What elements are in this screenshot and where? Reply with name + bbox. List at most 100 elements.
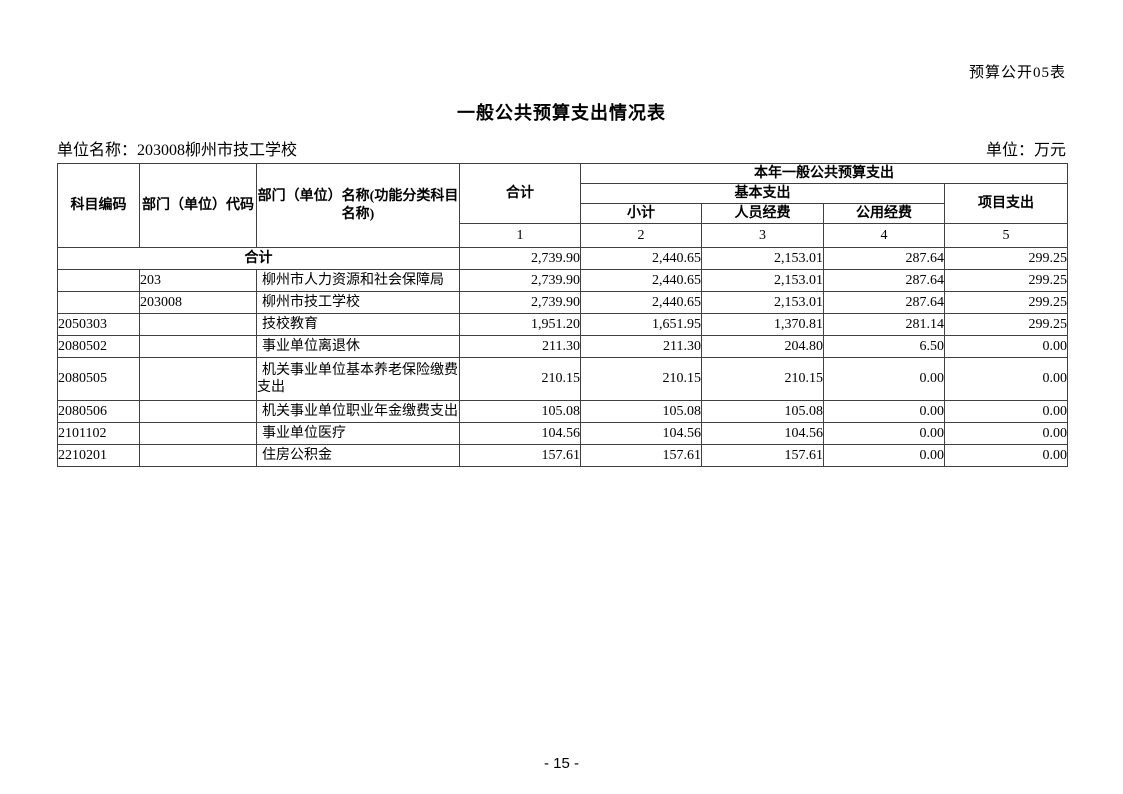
table-row: 2080502 事业单位离退休 211.30 211.30 204.80 6.5… [57,335,1068,358]
value-cell: 2,440.65 [580,247,702,270]
column-number-cell: 5 [944,223,1068,248]
value-cell: 211.30 [580,335,702,358]
value-cell: 2,440.65 [580,291,702,314]
unit-name: 单位名称：203008柳州市技工学校 [57,142,298,159]
value-cell: 211.30 [459,335,581,358]
subject-code-cell: 2080502 [57,335,140,358]
dept-code-cell [139,357,257,401]
value-cell: 1,951.20 [459,313,581,336]
dept-code-cell [139,335,257,358]
header-public-funds: 公用经费 [823,203,945,224]
table-row: 203 柳州市人力资源和社会保障局 2,739.90 2,440.65 2,15… [57,269,1068,292]
value-cell: 2,739.90 [459,269,581,292]
value-cell: 157.61 [580,444,702,467]
value-cell: 157.61 [701,444,824,467]
value-cell: 2,153.01 [701,291,824,314]
unit-of-measure: 单位：万元 [985,142,1066,159]
dept-code-cell [139,313,257,336]
table-row: 2080506 机关事业单位职业年金缴费支出 105.08 105.08 105… [57,400,1068,423]
subject-code-cell: 2101102 [57,422,140,445]
value-cell: 0.00 [823,357,945,401]
header-subject-code: 科目编码 [57,163,140,248]
value-cell: 281.14 [823,313,945,336]
value-cell: 0.00 [944,357,1068,401]
header-row-1: 科目编码 部门（单位）代码 部门（单位）名称(功能分类科目名称) 合计 本年一般… [57,163,1068,248]
header-dept-code: 部门（单位）代码 [139,163,257,248]
header-current-year-group: 本年一般公共预算支出 [580,163,1068,184]
subject-code-cell: 2080505 [57,357,140,401]
value-cell: 104.56 [459,422,581,445]
value-cell: 287.64 [823,247,945,270]
dept-name-cell: 柳州市人力资源和社会保障局 [256,269,460,292]
header-basic-group: 基本支出 [580,183,945,204]
header-dept-name: 部门（单位）名称(功能分类科目名称) [256,163,460,248]
value-cell: 287.64 [823,269,945,292]
table-row: 2210201 住房公积金 157.61 157.61 157.61 0.00 … [57,444,1068,467]
column-number-cell: 4 [823,223,945,248]
value-cell: 210.15 [459,357,581,401]
subject-code-cell: 2050303 [57,313,140,336]
table-row: 2050303 技校教育 1,951.20 1,651.95 1,370.81 … [57,313,1068,336]
dept-name-cell: 柳州市技工学校 [256,291,460,314]
page-number: - 15 - [543,755,579,772]
value-cell: 0.00 [944,400,1068,423]
header-total: 合计 [459,163,581,224]
value-cell: 105.08 [701,400,824,423]
value-cell: 105.08 [580,400,702,423]
value-cell: 287.64 [823,291,945,314]
dept-name-cell: 住房公积金 [256,444,460,467]
dept-code-cell: 203 [139,269,257,292]
dept-name-cell: 事业单位离退休 [256,335,460,358]
dept-code-cell [139,422,257,445]
table-row: 2080505 机关事业单位基本养老保险缴费支出 210.15 210.15 2… [57,357,1068,401]
dept-name-cell: 机关事业单位基本养老保险缴费支出 [256,357,460,401]
value-cell: 0.00 [944,335,1068,358]
column-number-cell: 1 [459,223,581,248]
value-cell: 104.56 [580,422,702,445]
header-project: 项目支出 [944,183,1068,224]
value-cell: 299.25 [944,291,1068,314]
value-cell: 104.56 [701,422,824,445]
value-cell: 299.25 [944,247,1068,270]
value-cell: 1,651.95 [580,313,702,336]
subject-code-cell [57,269,140,292]
table-row: 203008 柳州市技工学校 2,739.90 2,440.65 2,153.0… [57,291,1068,314]
unit-line: 单位名称：203008柳州市技工学校 单位：万元 [57,136,1066,160]
column-number-row: 1 2 3 4 5 [58,223,1068,248]
value-cell: 0.00 [944,422,1068,445]
header-row-2: 基本支出 项目支出 [58,183,1068,224]
value-cell: 0.00 [823,422,945,445]
value-cell: 2,440.65 [580,269,702,292]
header-row-3: 小计 人员经费 公用经费 [58,203,1068,224]
value-cell: 0.00 [823,444,945,467]
value-cell: 0.00 [944,444,1068,467]
dept-code-cell [139,444,257,467]
column-number-cell: 2 [580,223,702,248]
dept-code-cell [139,400,257,423]
form-label: 预算公开05表 [968,65,1066,81]
total-row: 合计 2,739.90 2,440.65 2,153.01 287.64 299… [57,247,1068,270]
header-subtotal: 小计 [580,203,702,224]
value-cell: 210.15 [580,357,702,401]
subject-code-cell [57,291,140,314]
dept-code-cell: 203008 [139,291,257,314]
value-cell: 157.61 [459,444,581,467]
page-title: 一般公共预算支出情况表 [457,103,666,123]
value-cell: 0.00 [823,400,945,423]
dept-name-cell: 机关事业单位职业年金缴费支出 [256,400,460,423]
value-cell: 105.08 [459,400,581,423]
value-cell: 2,739.90 [459,291,581,314]
subject-code-cell: 2210201 [57,444,140,467]
subject-code-cell: 2080506 [57,400,140,423]
value-cell: 2,153.01 [701,269,824,292]
value-cell: 299.25 [944,313,1068,336]
value-cell: 210.15 [701,357,824,401]
budget-table: 科目编码 部门（单位）代码 部门（单位）名称(功能分类科目名称) 合计 本年一般… [57,163,1068,467]
table-row: 2101102 事业单位医疗 104.56 104.56 104.56 0.00… [57,422,1068,445]
value-cell: 2,153.01 [701,247,824,270]
value-cell: 2,739.90 [459,247,581,270]
value-cell: 1,370.81 [701,313,824,336]
value-cell: 299.25 [944,269,1068,292]
value-cell: 6.50 [823,335,945,358]
